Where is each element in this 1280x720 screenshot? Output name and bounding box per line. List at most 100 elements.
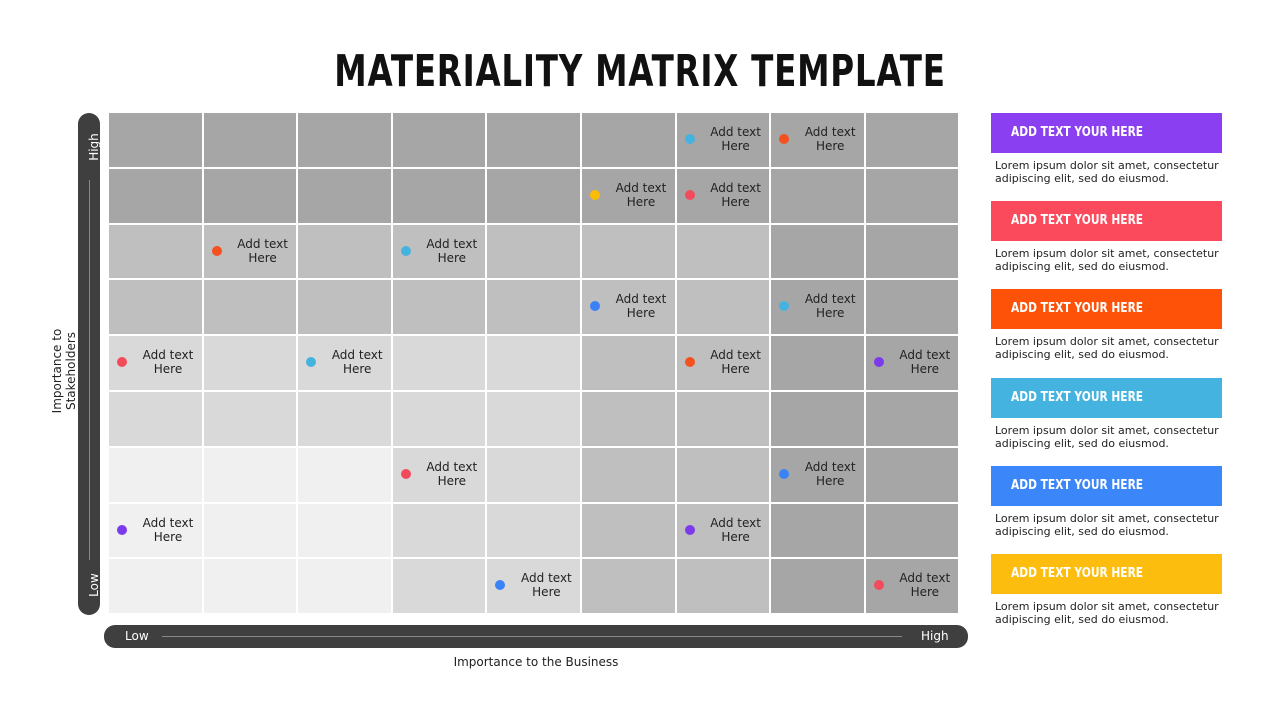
matrix-cell — [676, 392, 772, 448]
matrix-cell — [203, 336, 299, 392]
matrix-cell — [487, 224, 582, 281]
matrix-cell — [203, 168, 299, 225]
matrix-cell — [203, 224, 299, 281]
x-high: High — [921, 629, 949, 643]
matrix-cell — [771, 113, 866, 169]
matrix-item: Add text Here — [211, 236, 294, 265]
matrix-cell — [582, 447, 677, 504]
item-dot — [873, 580, 884, 591]
matrix-cell — [676, 280, 772, 337]
item-label: Add text Here — [237, 236, 288, 265]
item-label: Add text Here — [710, 125, 761, 153]
item-label: Add text Here — [331, 348, 383, 377]
matrix-item: Add text Here — [873, 348, 956, 377]
matrix-cell — [487, 280, 582, 337]
y-high: High — [86, 133, 101, 161]
matrix-cell — [771, 392, 866, 448]
item-dot — [684, 189, 695, 200]
matrix-cell — [392, 503, 488, 560]
matrix-cell — [109, 113, 204, 169]
legend-heading-box: ADD TEXT YOUR HERE — [991, 377, 1222, 418]
item-label: Add text Here — [899, 348, 951, 377]
matrix-cell — [203, 503, 299, 560]
item-dot — [400, 468, 411, 479]
item-label: Add text Here — [426, 459, 478, 488]
matrix-cell — [487, 447, 582, 504]
item-label: Add text Here — [426, 236, 478, 265]
matrix-cell — [771, 168, 866, 225]
matrix-item: Add text Here — [400, 236, 483, 265]
matrix-item: Add text Here — [590, 181, 672, 209]
matrix-cell — [582, 503, 677, 560]
matrix-cell — [865, 392, 961, 448]
matrix-item: Add text Here — [590, 292, 672, 320]
item-label: Add text Here — [710, 180, 761, 209]
matrix-item: Add text Here — [495, 571, 577, 599]
item-label: Add text Here — [142, 515, 194, 544]
item-dot — [590, 189, 600, 200]
matrix-cell — [865, 503, 961, 560]
matrix-cell — [298, 503, 393, 560]
matrix-cell — [487, 392, 582, 448]
legend-text: Lorem ipsum dolor sit amet, consectetur … — [995, 423, 1219, 450]
item-dot — [684, 357, 695, 368]
matrix-cell — [392, 336, 488, 392]
matrix-cell — [392, 559, 488, 616]
matrix-item: Add text Here — [684, 125, 767, 153]
title: MATERIALITY MATRIX TEMPLATE — [334, 46, 946, 97]
x-axis-label: Importance to the Business — [453, 655, 619, 669]
item-label: Add text Here — [615, 180, 667, 209]
matrix-cell — [298, 280, 393, 337]
matrix-cell — [582, 392, 677, 448]
item-dot — [400, 245, 411, 256]
legend-heading: ADD TEXT YOUR HERE — [1011, 213, 1144, 229]
item-dot — [873, 357, 884, 368]
matrix-cell — [298, 559, 393, 616]
matrix-item: Add text Here — [117, 348, 199, 376]
item-dot — [684, 134, 695, 144]
x-arrow — [162, 636, 902, 637]
matrix-cell — [298, 168, 393, 225]
legend-text: Lorem ipsum dolor sit amet, consectetur … — [995, 247, 1219, 274]
matrix-cell — [487, 113, 582, 169]
matrix-cell — [582, 224, 677, 281]
matrix-cell — [865, 336, 961, 392]
matrix-item: Add text Here — [684, 180, 767, 209]
legend-heading: ADD TEXT YOUR HERE — [1011, 125, 1144, 140]
legend-text: Lorem ipsum dolor sit amet, consectetur … — [995, 511, 1219, 538]
legend-heading-box: ADD TEXT YOUR HERE — [991, 289, 1222, 330]
item-label: Add text Here — [142, 348, 194, 377]
legend-heading: ADD TEXT YOUR HERE — [1011, 477, 1144, 493]
y-axis-label: Importance to Stakeholders — [50, 328, 78, 414]
matrix-cell — [298, 392, 393, 448]
matrix-cell — [298, 447, 393, 504]
legend-heading-box: ADD TEXT YOUR HERE — [991, 554, 1222, 594]
matrix-cell — [487, 168, 582, 225]
matrix-cell — [582, 113, 677, 169]
legend-text: Lorem ipsum dolor sit amet, consectetur … — [995, 159, 1219, 185]
legend-heading-box: ADD TEXT YOUR HERE — [991, 201, 1222, 242]
legend-text: Lorem ipsum dolor sit amet, consectetur … — [995, 600, 1219, 626]
item-dot — [211, 245, 222, 256]
legend-heading: ADD TEXT YOUR HERE — [1011, 566, 1144, 581]
matrix-cell — [487, 336, 582, 392]
y-low: Low — [86, 573, 101, 597]
matrix-item: Add text Here — [779, 292, 861, 320]
legend-heading-box: ADD TEXT YOUR HERE — [991, 113, 1222, 153]
item-label: Add text Here — [804, 459, 856, 488]
matrix-cell — [298, 113, 393, 169]
matrix-item: Add text Here — [779, 460, 861, 488]
matrix-cell — [109, 447, 204, 504]
matrix-cell — [203, 113, 299, 169]
matrix-cell — [771, 503, 866, 560]
item-dot — [779, 301, 790, 312]
item-dot — [495, 580, 506, 591]
matrix-cell — [771, 336, 866, 392]
x-low: Low — [125, 629, 149, 643]
matrix-cell — [203, 392, 299, 448]
matrix-cell — [298, 224, 393, 281]
matrix-cell — [109, 503, 204, 560]
matrix-cell — [865, 280, 961, 337]
matrix-cell — [676, 447, 772, 504]
